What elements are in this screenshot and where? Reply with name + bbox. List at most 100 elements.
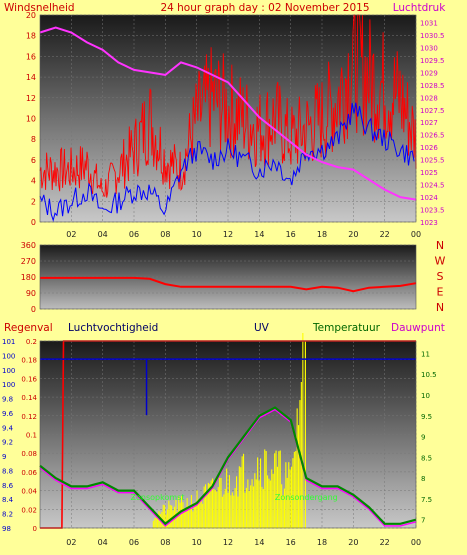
uv-bar xyxy=(264,449,266,528)
panel1-y-left-tick: 10 xyxy=(26,115,36,124)
uv-bar xyxy=(261,486,263,528)
panel3-y-rain-tick: 0.12 xyxy=(21,413,37,421)
uv-bar xyxy=(286,477,288,528)
uv-bar xyxy=(185,509,187,528)
panel1-x-tick: 06 xyxy=(129,230,139,239)
uv-bar xyxy=(233,495,235,528)
panel3-x-tick: 00 xyxy=(411,538,421,547)
panel3-y-rain-tick: 0.16 xyxy=(21,375,37,383)
uv-bar xyxy=(226,468,228,528)
uv-bar xyxy=(248,490,250,528)
panel1-y-right-tick: 1026 xyxy=(420,144,438,152)
uv-bar xyxy=(238,466,240,528)
uv-bar xyxy=(269,480,271,528)
panel3-y-right-tick: 8 xyxy=(421,475,425,483)
uv-bar xyxy=(214,490,216,528)
panel1-y-left-tick: 12 xyxy=(26,94,36,103)
panel3-y-right-tick: 9.5 xyxy=(421,413,432,421)
panel3-y-rain-tick: 0.02 xyxy=(21,506,37,514)
panel1-y-right-tick: 1029 xyxy=(420,69,438,77)
panel1-y-right-tick: 1029.5 xyxy=(420,57,445,65)
panel2-frame xyxy=(39,244,417,310)
uv-bar xyxy=(292,458,294,528)
panel2-compass-tick: W xyxy=(435,255,446,268)
panel3-x-tick: 14 xyxy=(254,538,264,547)
panel3-y-right-tick: 9 xyxy=(421,434,425,442)
panel1-y-left-tick: 6 xyxy=(31,156,36,165)
panel3-frame xyxy=(39,340,417,529)
series-windstoten xyxy=(39,102,415,222)
uv-bar xyxy=(258,480,260,528)
panel3-label-1: Luchtvochtigheid xyxy=(68,322,158,334)
uv-bar xyxy=(279,450,281,528)
panel3-y-humidity-tick: 9.4 xyxy=(2,424,14,432)
panel3-y-rain-tick: 0.18 xyxy=(21,357,37,365)
uv-bar xyxy=(281,484,283,528)
panel2-y-left-tick: 270 xyxy=(21,257,36,266)
panel3-y-right-tick: 8.5 xyxy=(421,454,432,462)
uv-bar xyxy=(202,503,204,528)
uv-bar xyxy=(274,453,276,528)
panel2-y-left-tick: 90 xyxy=(26,289,36,298)
uv-bar xyxy=(228,475,230,528)
uv-bar xyxy=(213,488,215,528)
panel2-y-left-tick: 360 xyxy=(21,241,36,250)
panel1-y-right-tick: 1027.5 xyxy=(420,107,445,115)
annotation-sunrise: Zonsopkomst xyxy=(131,493,185,502)
panel3-y-rain-tick: 0.04 xyxy=(21,488,37,496)
uv-bar xyxy=(205,484,207,528)
panel1-x-tick: 12 xyxy=(223,230,233,239)
panel3-y-rain-tick: 0.14 xyxy=(21,394,37,402)
uv-bar xyxy=(282,495,284,528)
uv-bar xyxy=(299,400,301,528)
panel2-y-left-tick: 0 xyxy=(31,305,36,314)
uv-bar xyxy=(278,451,280,528)
panel1-y-right-tick: 1024 xyxy=(420,194,438,202)
panel1-x-tick: 16 xyxy=(286,230,296,239)
uv-bar xyxy=(276,466,278,528)
panel1-frame xyxy=(39,14,417,223)
uv-bar xyxy=(179,502,181,528)
panel1-x-tick: 22 xyxy=(380,230,390,239)
panel1-y-right-tick: 1028 xyxy=(420,94,438,102)
panel3-y-humidity-tick: 100 xyxy=(2,381,15,389)
panel3-x-tick: 10 xyxy=(192,538,202,547)
uv-bar xyxy=(209,483,211,528)
uv-bar xyxy=(217,487,219,528)
panel3-y-humidity-tick: 9 xyxy=(2,453,6,461)
uv-bar xyxy=(165,514,167,528)
panel3-y-humidity-tick: 9.8 xyxy=(2,396,13,404)
panel1-y-left-tick: 4 xyxy=(31,177,36,186)
panel3-y-rain-tick: 0 xyxy=(33,525,37,533)
uv-bar xyxy=(267,475,269,528)
panel1-y-right-tick: 1030.5 xyxy=(420,32,445,40)
uv-bar xyxy=(162,504,164,528)
uv-bar xyxy=(298,425,300,528)
uv-bar xyxy=(230,495,232,528)
uv-bar xyxy=(288,462,290,528)
uv-bar xyxy=(200,499,202,528)
panel3-label-3: Temperatuur xyxy=(312,322,381,334)
uv-bar xyxy=(291,466,293,528)
uv-bar xyxy=(196,490,198,528)
panel1-y-right-tick: 1030 xyxy=(420,44,438,52)
uv-bar xyxy=(223,494,225,528)
panel1-y-left-tick: 20 xyxy=(26,11,36,20)
uv-bar xyxy=(236,476,238,528)
uv-bar xyxy=(212,478,214,528)
panel1-y-right-tick: 1025.5 xyxy=(420,157,445,165)
panel3-label-0: Regenval xyxy=(4,322,53,334)
panel3-y-right-tick: 10 xyxy=(421,392,430,400)
uv-bar xyxy=(188,506,190,528)
panel1-y-right-tick: 1023.5 xyxy=(420,207,445,215)
uv-bar xyxy=(186,498,188,528)
uv-bar xyxy=(219,477,221,528)
panel1-y-right-tick: 1028.5 xyxy=(420,82,445,90)
panel3-y-humidity-tick: 101 xyxy=(2,338,15,346)
panel1-x-tick: 00 xyxy=(411,230,421,239)
uv-bar xyxy=(224,488,226,528)
uv-bar xyxy=(234,488,236,528)
uv-bar xyxy=(247,479,249,528)
